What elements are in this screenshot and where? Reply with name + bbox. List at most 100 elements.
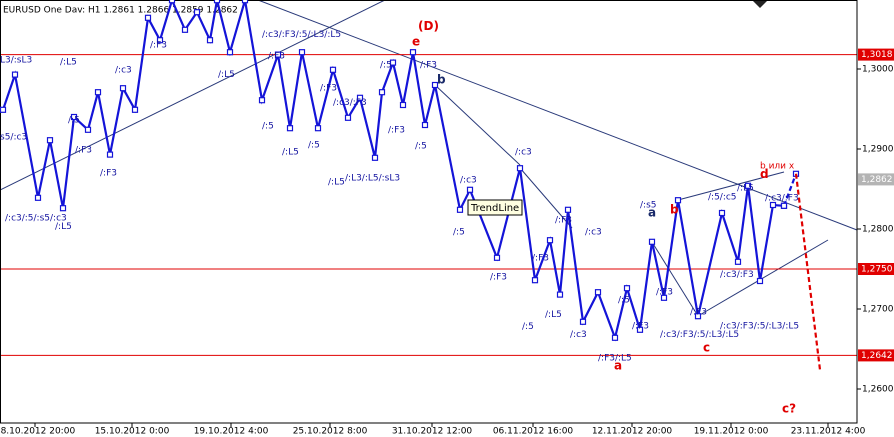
tooltip-box bbox=[467, 199, 523, 216]
wave-vertex bbox=[193, 9, 201, 16]
wave-annotation: /:F3 bbox=[320, 84, 337, 94]
wave-vertex bbox=[314, 125, 322, 132]
wave-vertex bbox=[156, 37, 164, 44]
wave-vertex bbox=[106, 151, 114, 158]
wave-annotation: /:c3 bbox=[570, 330, 587, 340]
wave-vertex bbox=[298, 49, 306, 56]
x-tick-label: 31.10.2012 12:00 bbox=[392, 427, 473, 437]
wave-vertex bbox=[59, 205, 67, 212]
wave-annotation: /:L5 bbox=[218, 70, 235, 80]
wave-annotation: /:c3/:F3 bbox=[333, 98, 367, 108]
wave-annotation: /:5 bbox=[68, 116, 80, 126]
wave-annotation: (D) bbox=[418, 19, 439, 33]
trendline bbox=[519, 167, 573, 229]
wave-vertex bbox=[744, 182, 752, 189]
wave-annotation: a bbox=[648, 206, 656, 220]
wave-annotation: /:F3 bbox=[75, 145, 92, 155]
wave-annotation: /:F3 bbox=[490, 273, 507, 283]
wave-annotation: /:c3 bbox=[460, 176, 477, 186]
wave-annotation: /:c3 bbox=[585, 228, 602, 238]
wave-vertex bbox=[274, 51, 282, 58]
wave-annotation: /:c3/:5/:s5/:c3 bbox=[5, 213, 67, 223]
wave-vertex bbox=[144, 14, 152, 21]
trendline bbox=[0, 0, 386, 191]
wave-vertex bbox=[119, 85, 127, 92]
wave-vertex bbox=[168, 0, 176, 4]
wave-vertex bbox=[769, 201, 777, 209]
wave-vertex bbox=[546, 237, 554, 244]
wave-annotation: /:5 bbox=[415, 141, 427, 151]
x-tick-label: 19.11.2012 0:00 bbox=[694, 427, 769, 437]
wave-vertex bbox=[780, 202, 788, 209]
wave-annotation: d bbox=[760, 167, 769, 181]
wave-annotation: /:F3 bbox=[690, 308, 707, 318]
price-label-box bbox=[858, 173, 894, 186]
wave-vertex bbox=[409, 49, 417, 56]
wave-annotation: /:5 bbox=[380, 61, 392, 71]
wave-annotation: /:F3 bbox=[656, 288, 673, 298]
x-tick-label: 15.10.2012 0:00 bbox=[95, 427, 170, 437]
wave-annotation: /:F3 bbox=[420, 61, 437, 71]
wave-annotation: /:L5 bbox=[55, 222, 72, 232]
price-label-box bbox=[858, 263, 894, 275]
x-tick-label: 25.10.2012 8:00 bbox=[293, 427, 368, 437]
wave-annotation: /:c3/:F3/:5/:L3/:L5 bbox=[660, 330, 739, 340]
wave-vertex bbox=[371, 154, 379, 161]
wave-vertex bbox=[344, 114, 352, 121]
price-label: 1,2862 bbox=[861, 175, 893, 185]
wave-annotation: /:c3 bbox=[115, 65, 132, 75]
wave-annotation: /:5/:c5 bbox=[708, 193, 737, 203]
wave-annotation: /:F3 bbox=[100, 169, 117, 179]
wave-vertex bbox=[181, 26, 189, 33]
wave-annotation: s5/:c3 bbox=[0, 133, 27, 143]
wave-vertex bbox=[399, 101, 407, 109]
x-tick-label: 19.10.2012 4:00 bbox=[194, 427, 269, 437]
trendline bbox=[651, 241, 699, 317]
wave-vertex bbox=[694, 313, 702, 320]
wave-annotation: /:c3/:F3/:5/:L3/:L5 bbox=[720, 321, 799, 331]
wave-annotation: b bbox=[437, 73, 446, 87]
wave-annotation: /:c3/:F3 bbox=[720, 270, 754, 280]
wave-annotation: c? bbox=[782, 402, 796, 416]
price-label: 1,3018 bbox=[861, 50, 893, 60]
price-label-box bbox=[858, 48, 894, 61]
wave-vertex bbox=[718, 209, 726, 217]
wave-vertex bbox=[493, 254, 501, 261]
wave-vertex bbox=[356, 94, 364, 101]
price-label-box bbox=[858, 349, 894, 362]
wave-vertex bbox=[389, 59, 397, 66]
wave-annotation: /:c3/:F3/:5/:L3/:L5 bbox=[262, 30, 341, 40]
wave-vertex bbox=[131, 106, 139, 113]
wave-annotation: /:F3 bbox=[150, 41, 167, 51]
wave-vertex bbox=[636, 326, 644, 333]
wave-vertex bbox=[648, 238, 656, 245]
y-tick-label: 1,2900 bbox=[862, 145, 894, 155]
wave-annotation: a bbox=[614, 358, 622, 372]
wave-vertex bbox=[378, 89, 386, 96]
x-tick-label: 12.11.2012 20:00 bbox=[592, 427, 673, 437]
chart-title: EURUSD One Dav: H1 1.2861 1.2866 1.2859 … bbox=[3, 6, 238, 16]
wave-annotation: /:c3 bbox=[515, 148, 532, 158]
wave-vertex bbox=[46, 137, 54, 144]
wave-annotation: /:L5 bbox=[282, 148, 299, 158]
wave-annotation: c bbox=[703, 341, 710, 355]
x-tick-label: 23.11.2012 4:00 bbox=[791, 427, 866, 437]
wave-line bbox=[1, 0, 785, 342]
wave-vertex bbox=[70, 113, 78, 121]
wave-vertex bbox=[241, 0, 249, 4]
wave-vertex bbox=[0, 106, 7, 113]
wave-vertex bbox=[258, 97, 266, 104]
wave-vertex bbox=[516, 165, 524, 172]
wave-annotation: /:L3/:L5/:sL3 bbox=[345, 173, 400, 183]
wave-vertex bbox=[466, 186, 474, 193]
wave-vertex bbox=[660, 294, 668, 301]
wave-vertex bbox=[431, 81, 439, 89]
wave-vertex bbox=[34, 194, 42, 201]
wave-annotation: /:F3 bbox=[532, 253, 549, 263]
wave-vertex bbox=[623, 285, 631, 292]
plot-frame bbox=[0, 0, 858, 424]
y-tick-label: 1,2600 bbox=[862, 385, 894, 395]
wave-annotation: /:F3 bbox=[555, 216, 572, 226]
